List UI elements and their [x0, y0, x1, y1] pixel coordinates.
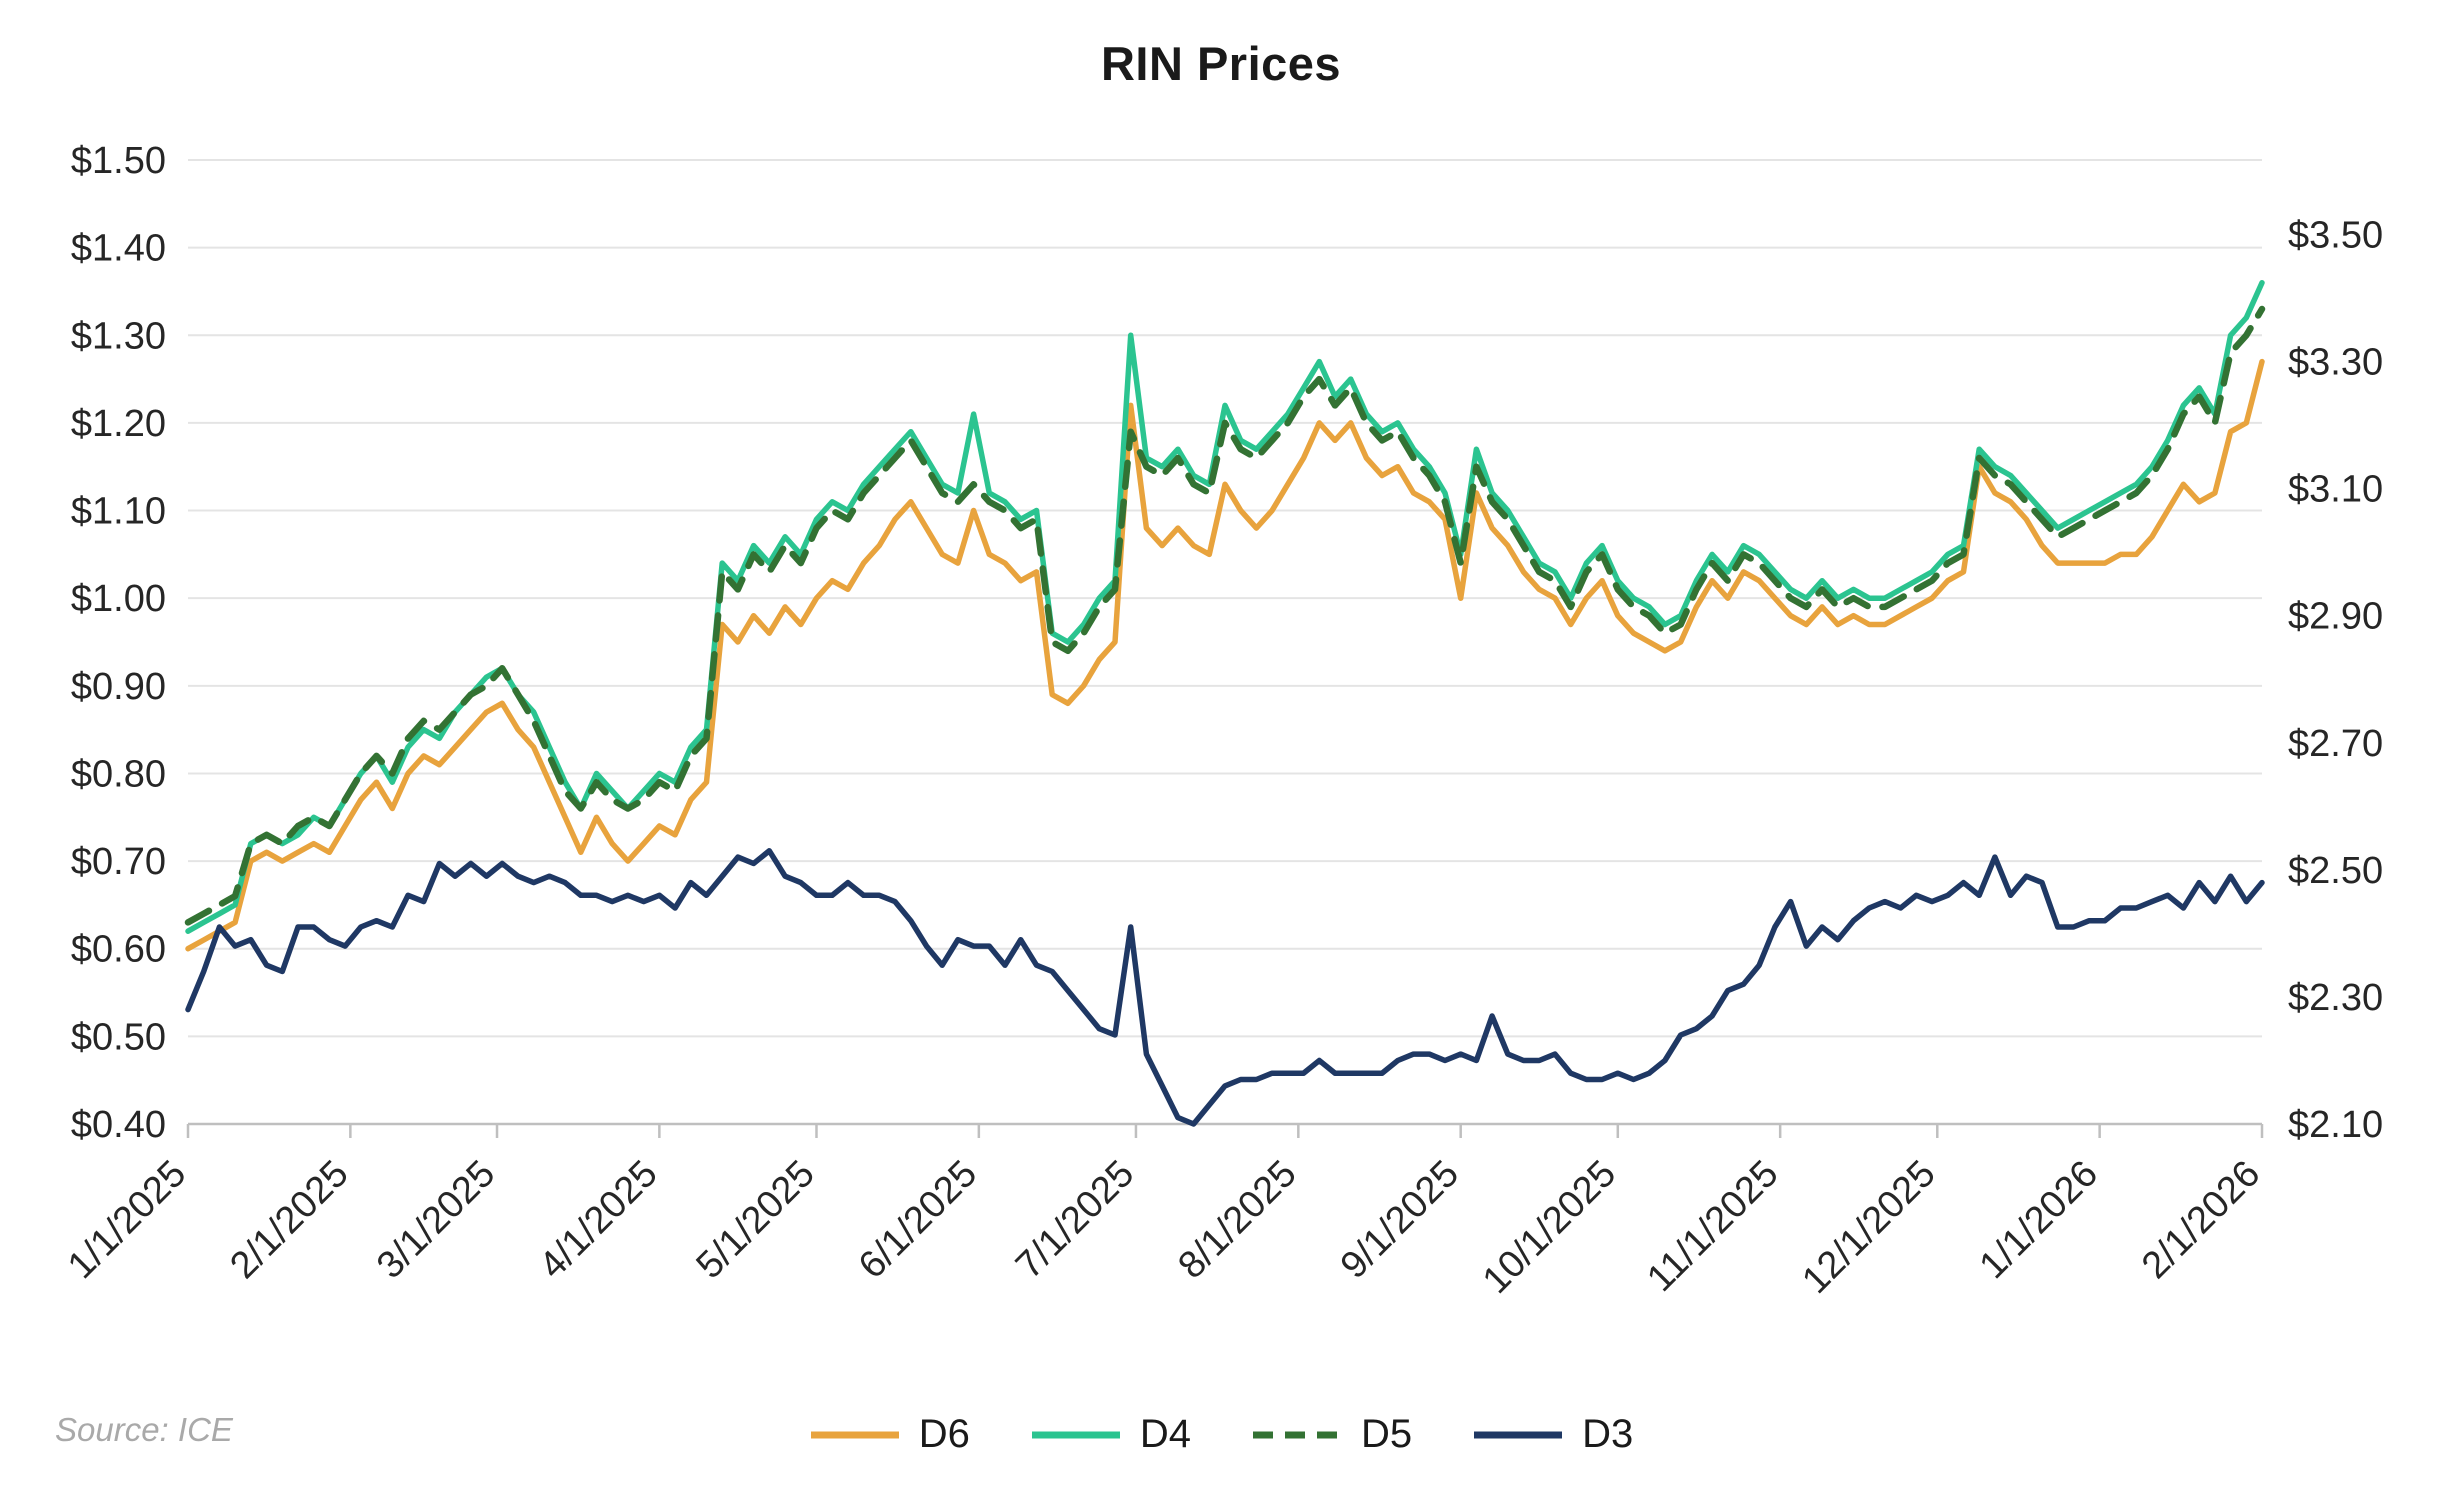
legend-item-d4: D4	[1030, 1412, 1191, 1457]
x-axis-label: 3/1/2025	[369, 1153, 503, 1287]
y-axis-label-right: $2.30	[2288, 977, 2383, 1019]
legend-label-d6: D6	[918, 1412, 970, 1456]
y-axis-label-right: $3.10	[2288, 469, 2383, 511]
x-axis-label: 1/1/2025	[60, 1153, 194, 1287]
x-axis-label: 7/1/2025	[1008, 1153, 1142, 1287]
legend-label-d3: D3	[1582, 1412, 1634, 1456]
y-axis-label-left: $0.60	[71, 929, 166, 971]
legend-swatch-d5	[1253, 1431, 1341, 1438]
y-axis-label-left: $0.80	[71, 753, 166, 795]
series-line-d5	[184, 305, 2266, 926]
x-axis-label: 1/1/2026	[1972, 1153, 2106, 1287]
series-line-d6	[185, 358, 2265, 952]
x-axis-label: 11/1/2025	[1639, 1153, 1786, 1300]
legend-label-d4: D4	[1139, 1412, 1191, 1456]
chart-title: RIN Prices	[1100, 37, 1342, 90]
x-axis-label: 6/1/2025	[851, 1153, 985, 1287]
legend-label-d5: D5	[1361, 1412, 1413, 1456]
series-line-d3	[185, 848, 2265, 1127]
y-axis-label-right: $2.70	[2288, 723, 2383, 765]
y-axis-label-right: $2.90	[2288, 596, 2383, 638]
x-axis-label: 2/1/2026	[2134, 1153, 2268, 1287]
legend-swatch-d6	[810, 1431, 899, 1438]
series-line-d4	[185, 279, 2265, 934]
y-axis-label-right: $2.50	[2288, 850, 2383, 892]
y-axis-label-left: $0.50	[71, 1016, 166, 1058]
y-axis-label-right: $3.30	[2288, 342, 2383, 384]
legend-item-d3: D3	[1472, 1412, 1633, 1457]
y-axis-label-left: $1.10	[71, 491, 166, 533]
x-axis-label: 5/1/2025	[689, 1153, 823, 1287]
y-axis-label-left: $1.50	[71, 140, 166, 182]
y-axis-label-right: $2.10	[2288, 1104, 2383, 1146]
y-axis-label-left: $1.00	[71, 578, 166, 620]
source-text: Source: ICE	[55, 1411, 233, 1448]
x-axis-label: 9/1/2025	[1333, 1153, 1467, 1287]
x-axis-label: 12/1/2025	[1794, 1153, 1943, 1302]
chart-legend: D6 D4 D5 D3	[0, 1412, 2442, 1457]
y-axis-label-left: $1.40	[71, 228, 166, 270]
y-axis-label-left: $0.90	[71, 666, 166, 708]
x-axis-label: 10/1/2025	[1475, 1153, 1624, 1302]
legend-swatch-d4	[1031, 1431, 1120, 1438]
legend-item-d5: D5	[1251, 1412, 1412, 1457]
y-axis-label-left: $1.30	[71, 315, 166, 357]
y-axis-label-right: $3.50	[2288, 214, 2383, 256]
y-axis-label-left: $1.20	[71, 403, 166, 445]
y-axis-label-left: $0.70	[71, 841, 166, 883]
legend-swatch-d3	[1474, 1431, 1563, 1438]
x-axis-label: 2/1/2025	[222, 1153, 356, 1287]
y-axis-label-left: $0.40	[71, 1104, 166, 1146]
x-axis-label: 8/1/2025	[1170, 1153, 1304, 1287]
legend-item-d6: D6	[809, 1412, 970, 1457]
x-axis-label: 4/1/2025	[531, 1153, 665, 1287]
